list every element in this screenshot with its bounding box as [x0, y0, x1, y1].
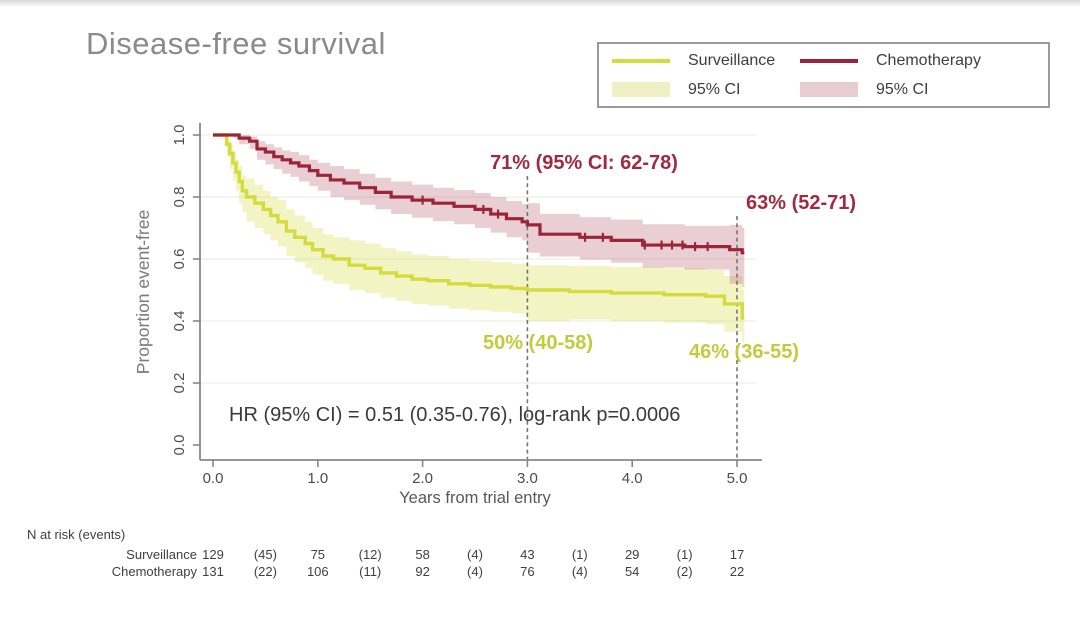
legend-label-surveillance-ci: 95% CI	[688, 80, 741, 98]
y-tick-label: 0.8	[171, 187, 188, 208]
y-tick-label: 0.4	[171, 311, 188, 332]
risk-cell: (1)	[572, 547, 588, 562]
x-tick-label: 4.0	[622, 470, 643, 487]
surveillance-line-swatch	[612, 58, 670, 63]
risk-cell: 92	[415, 564, 429, 579]
risk-table-header: N at risk (events)	[27, 527, 125, 542]
x-tick-label: 1.0	[307, 470, 328, 487]
risk-cell: 58	[415, 547, 429, 562]
risk-cell: (12)	[359, 547, 382, 562]
annotation-surv-3yr: 50% (40-58)	[483, 332, 593, 354]
chemotherapy-line-swatch	[800, 58, 858, 63]
risk-cell: 29	[625, 547, 639, 562]
risk-cell: 75	[311, 547, 325, 562]
risk-cell: (45)	[254, 547, 277, 562]
top-edge-strip	[0, 0, 1080, 7]
annotation-chemo-3yr: 71% (95% CI: 62-78)	[490, 152, 678, 174]
legend-label-surveillance: Surveillance	[688, 51, 776, 69]
risk-cell: 17	[730, 547, 744, 562]
risk-cell: (1)	[677, 547, 693, 562]
risk-cell: 76	[520, 564, 534, 579]
hr-stats-text: HR (95% CI) = 0.51 (0.35-0.76), log-rank…	[229, 404, 680, 426]
legend-label-chemotherapy: Chemotherapy	[876, 51, 981, 69]
risk-row-label-chemotherapy: Chemotherapy	[112, 564, 198, 579]
risk-row-label-surveillance: Surveillance	[126, 547, 197, 562]
page-title: Disease-free survival	[86, 26, 386, 61]
static-chart-labels: Proportion event-free Years from trial e…	[27, 152, 856, 579]
generated-chart-layers: 0.0 0.2 0.4 0.6 0.8 1.0 0.0 1.0 2.0 3.0 4.0 5.0 129 (…	[171, 123, 762, 579]
legend-label-chemotherapy-ci: 95% CI	[876, 80, 929, 98]
risk-cell: (2)	[677, 564, 693, 579]
chemotherapy-survival-curve	[213, 133, 745, 255]
surveillance-ci-swatch	[612, 82, 670, 97]
surveillance-survival-curve	[213, 133, 745, 320]
risk-cell: 54	[625, 564, 639, 579]
x-tick-label: 2.0	[412, 470, 433, 487]
risk-cell: (4)	[572, 564, 588, 579]
y-axis-label: Proportion event-free	[133, 210, 153, 374]
x-tick-label: 0.0	[203, 470, 224, 487]
x-axis-label: Years from trial entry	[399, 489, 551, 507]
risk-cell: 106	[307, 564, 329, 579]
risk-cell: (11)	[359, 564, 381, 579]
legend: Surveillance Chemotherapy 95% CI 95% CI	[597, 42, 1050, 108]
x-tick-label: 5.0	[727, 470, 748, 487]
risk-cell: (4)	[467, 564, 483, 579]
annotation-chemo-5yr: 63% (52-71)	[746, 192, 856, 214]
y-tick-label: 0.0	[171, 435, 188, 456]
y-tick-label: 0.6	[171, 249, 188, 270]
risk-cell: (22)	[254, 564, 277, 579]
risk-cell: (4)	[467, 547, 483, 562]
risk-cell: 129	[202, 547, 224, 562]
y-tick-label: 0.2	[171, 373, 188, 394]
chemotherapy-ci-swatch	[800, 82, 858, 97]
y-tick-label: 1.0	[171, 125, 188, 146]
risk-cell: 131	[202, 564, 224, 579]
risk-cell: 22	[730, 564, 744, 579]
risk-cell: 43	[520, 547, 534, 562]
x-tick-label: 3.0	[517, 470, 538, 487]
annotation-surv-5yr: 46% (36-55)	[689, 341, 799, 363]
